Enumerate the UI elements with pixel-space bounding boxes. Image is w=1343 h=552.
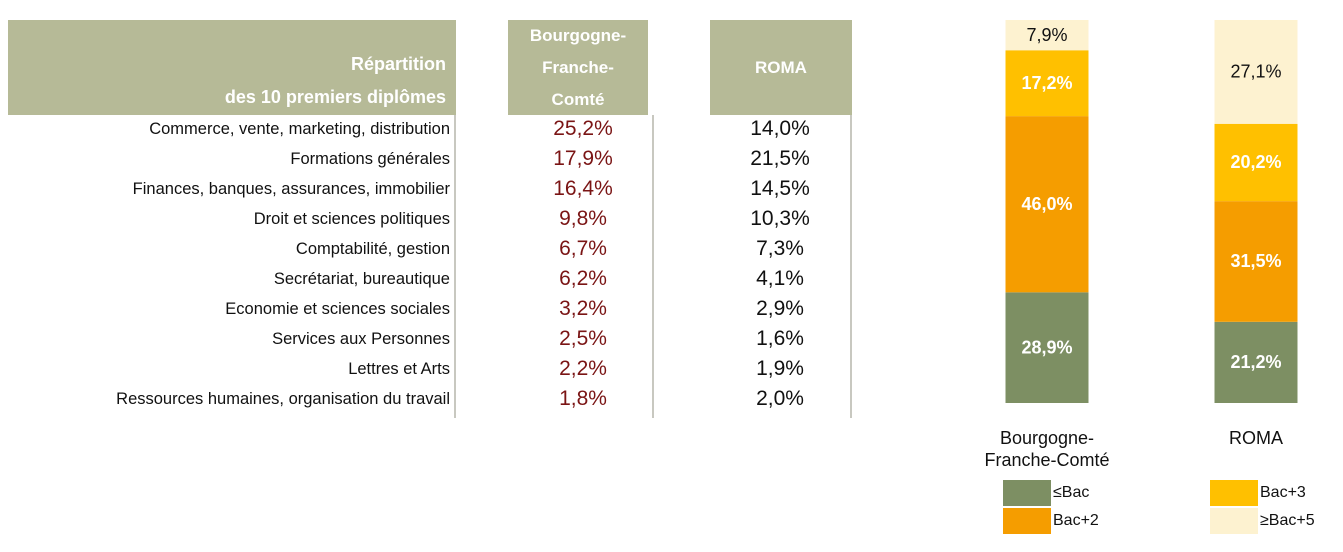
- cell-value: 1,9%: [756, 357, 804, 380]
- bar-segment: [1005, 50, 1089, 117]
- row-label: Lettres et Arts: [348, 360, 450, 378]
- row-label: Finances, banques, assurances, immobilie…: [132, 180, 450, 198]
- legend-swatch: [1003, 508, 1051, 534]
- bar-segment: [1214, 201, 1298, 322]
- cell-value: 2,5%: [559, 327, 607, 350]
- data-label: 17,2%: [1021, 73, 1072, 93]
- legend-swatch: [1003, 480, 1051, 506]
- column-header: ROMA: [755, 57, 807, 77]
- category-label: Bourgogne-Franche-Comté: [984, 428, 1110, 470]
- column-header: Bourgogne-Franche-Comté: [529, 25, 627, 109]
- cell-value: 2,2%: [559, 357, 607, 380]
- header-cell: ROMA: [710, 20, 852, 115]
- row-label: Economie et sciences sociales: [225, 300, 450, 318]
- row-label: Services aux Personnes: [272, 330, 450, 348]
- bar-segment: [1214, 123, 1298, 202]
- column-divider: [850, 115, 852, 418]
- legend-swatch: [1210, 480, 1258, 506]
- row-label: Formations générales: [290, 150, 450, 168]
- cell-value: 3,2%: [559, 297, 607, 320]
- data-label: 7,9%: [1026, 25, 1067, 45]
- cell-value: 25,2%: [553, 117, 613, 140]
- category-label: ROMA: [1229, 428, 1283, 448]
- row-label: Comptabilité, gestion: [295, 240, 450, 258]
- legend-label: ≥Bac+5: [1260, 512, 1315, 529]
- legend-label: Bac+3: [1260, 484, 1306, 501]
- cell-value: 16,4%: [553, 177, 613, 200]
- header-line: Répartition: [350, 54, 446, 74]
- cell-value: 17,9%: [553, 147, 613, 170]
- cell-value: 6,7%: [559, 237, 607, 260]
- bar-segment: [1214, 20, 1298, 124]
- data-label: 20,2%: [1230, 152, 1281, 172]
- cell-value: 6,2%: [559, 267, 607, 290]
- row-label: Droit et sciences politiques: [253, 210, 450, 228]
- data-label: 21,2%: [1230, 352, 1281, 372]
- cell-value: 1,6%: [756, 327, 804, 350]
- bar-segment: [1005, 116, 1089, 293]
- cell-value: 1,8%: [559, 387, 607, 410]
- legend-swatch: [1210, 508, 1258, 534]
- column-divider: [652, 115, 654, 418]
- bar-segment: [1214, 321, 1298, 403]
- cell-value: 9,8%: [559, 207, 607, 230]
- cell-value: 4,1%: [756, 267, 804, 290]
- header-line: des 10 premiers diplômes: [224, 87, 446, 107]
- cell-value: 10,3%: [750, 207, 810, 230]
- data-label: 28,9%: [1021, 337, 1072, 357]
- header-cell: Répartition des 10 premiers diplômes: [8, 20, 456, 115]
- data-label: 31,5%: [1230, 251, 1281, 271]
- cell-value: 2,9%: [756, 297, 804, 320]
- header-cell: Bourgogne-Franche-Comté: [508, 20, 648, 115]
- bar-segment: [1005, 20, 1089, 51]
- cell-value: 7,3%: [756, 237, 804, 260]
- data-label: 27,1%: [1230, 62, 1281, 82]
- row-label: Secrétariat, bureautique: [273, 270, 450, 288]
- cell-value: 14,0%: [750, 117, 810, 140]
- legend-label: ≤Bac: [1053, 484, 1090, 501]
- legend-label: Bac+2: [1053, 512, 1099, 529]
- row-label: Commerce, vente, marketing, distribution: [149, 120, 450, 138]
- column-divider: [454, 115, 456, 418]
- row-label: Ressources humaines, organisation du tra…: [116, 390, 450, 408]
- bar-segment: [1005, 292, 1089, 403]
- cell-value: 2,0%: [756, 387, 804, 410]
- data-label: 46,0%: [1021, 194, 1072, 214]
- cell-value: 21,5%: [750, 147, 810, 170]
- cell-value: 14,5%: [750, 177, 810, 200]
